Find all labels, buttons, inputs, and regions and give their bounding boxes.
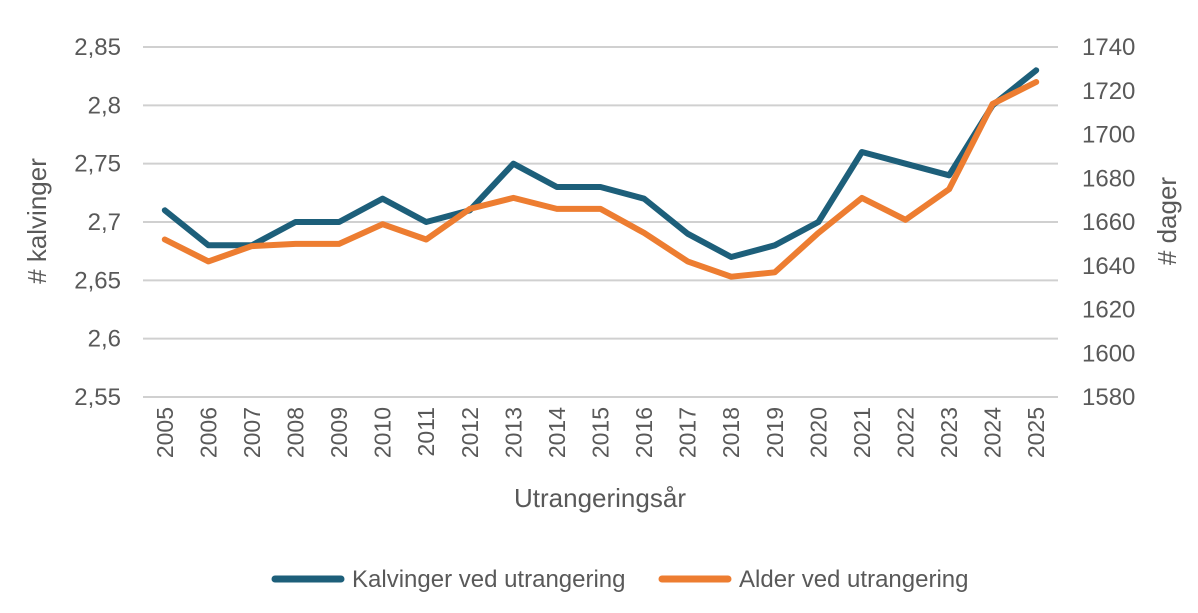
- x-tick-label: 2006: [195, 407, 221, 458]
- x-tick-label: 2018: [718, 407, 744, 458]
- legend-item-kalvinger-label: Kalvinger ved utrangering: [352, 566, 626, 593]
- x-tick-label: 2009: [326, 407, 352, 458]
- y-left-tick-label: 2,8: [88, 92, 121, 119]
- x-tick-label: 2020: [805, 407, 831, 458]
- series-line-alder: [161, 79, 1040, 280]
- x-tick-label: 2016: [631, 407, 657, 458]
- y-left-tick-label: 2,6: [88, 326, 121, 353]
- x-tick-label: 2008: [283, 407, 309, 458]
- right-axis-ticks: 1740 1720 1700 1680 1660 1640 1620 1600 1580: [1082, 34, 1135, 411]
- x-tick-label: 2014: [544, 407, 570, 458]
- y-axis-right-title: # dager: [1152, 177, 1182, 266]
- x-tick-label: 2019: [762, 407, 788, 458]
- x-axis-title: Utrangeringsår: [514, 483, 686, 513]
- x-axis-ticks: 2005 2006 2007 2008 2009 2010 2011 2012 2013 2014…: [152, 407, 1049, 458]
- y-right-tick-label: 1620: [1082, 297, 1135, 324]
- x-tick-label: 2017: [675, 407, 701, 458]
- y-axis-left-title: # kalvinger: [22, 158, 52, 284]
- y-left-tick-label: 2,55: [74, 384, 121, 411]
- series-line-kalvinger: [161, 67, 1040, 260]
- x-tick-label: 2007: [239, 407, 265, 458]
- y-left-tick-label: 2,65: [74, 267, 121, 294]
- left-axis-ticks: 2,85 2,8 2,75 2,7 2,65 2,6 2,55: [74, 34, 121, 411]
- x-tick-label: 2015: [588, 407, 614, 458]
- x-tick-label: 2022: [893, 407, 919, 458]
- legend-item-alder-label: Alder ved utrangering: [739, 566, 968, 593]
- x-tick-label: 2010: [370, 407, 396, 458]
- y-right-tick-label: 1640: [1082, 253, 1135, 280]
- y-left-tick-label: 2,7: [88, 209, 121, 236]
- legend: Kalvinger ved utrangering Alder ved utran…: [271, 566, 968, 593]
- y-right-tick-label: 1680: [1082, 165, 1135, 192]
- x-tick-label: 2005: [152, 407, 178, 458]
- x-tick-label: 2013: [500, 407, 526, 458]
- gridlines: [143, 46, 1058, 398]
- x-tick-label: 2024: [980, 407, 1006, 458]
- y-left-tick-label: 2,85: [74, 34, 121, 61]
- x-tick-label: 2011: [413, 407, 439, 456]
- x-tick-label: 2012: [457, 407, 483, 458]
- x-tick-label: 2025: [1023, 407, 1049, 458]
- x-tick-label: 2021: [849, 407, 875, 458]
- y-right-tick-label: 1660: [1082, 209, 1135, 236]
- y-right-tick-label: 1720: [1082, 78, 1135, 105]
- y-right-tick-label: 1740: [1082, 34, 1135, 61]
- y-right-tick-label: 1600: [1082, 340, 1135, 367]
- x-tick-label: 2023: [936, 407, 962, 458]
- y-right-tick-label: 1580: [1082, 384, 1135, 411]
- series-lines: [161, 67, 1040, 280]
- y-right-tick-label: 1700: [1082, 122, 1135, 149]
- y-left-tick-label: 2,75: [74, 151, 121, 178]
